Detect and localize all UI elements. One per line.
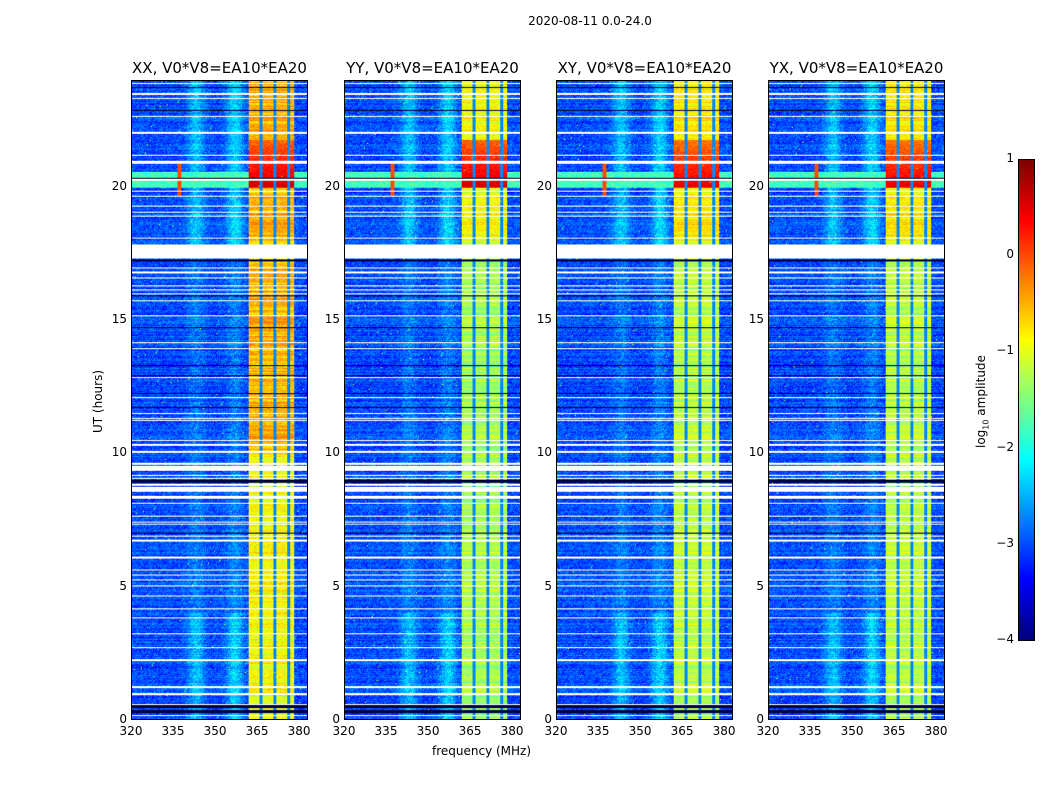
y-tick-label: 10 xyxy=(748,445,764,460)
colorbar-label: log10 amplitude xyxy=(974,355,991,448)
y-tick-label: 5 xyxy=(544,578,552,593)
x-tick-label: 350 xyxy=(203,724,227,738)
y-tick-label: 10 xyxy=(536,445,552,460)
x-tick-label: 335 xyxy=(798,724,822,738)
y-tick-label: 15 xyxy=(324,312,340,326)
colorbar-tick-label: −1 xyxy=(996,343,1014,358)
y-tick-label: 15 xyxy=(748,312,764,326)
x-tick-label: 365 xyxy=(245,724,269,738)
colorbar-tick-label: −2 xyxy=(996,439,1014,454)
x-tick-label: 380 xyxy=(924,724,948,738)
y-axis-label: UT (hours) xyxy=(91,369,105,433)
x-tick-label: 320 xyxy=(544,724,568,738)
x-tick-label: 350 xyxy=(416,724,440,738)
y-tick-label: 20 xyxy=(536,178,552,193)
panel-title-3: YX, V0*V8=EA10*EA20 xyxy=(769,59,944,77)
colorbar-tick-label: −3 xyxy=(996,535,1014,550)
x-tick-label: 320 xyxy=(332,724,356,738)
x-tick-label: 365 xyxy=(882,724,906,738)
x-tick-label: 335 xyxy=(161,724,185,738)
y-tick-label: 20 xyxy=(324,178,340,193)
x-tick-label: 380 xyxy=(500,724,524,738)
panel-title-2: XY, V0*V8=EA10*EA20 xyxy=(557,59,732,77)
y-tick-label: 5 xyxy=(119,578,127,593)
panel-title-1: YY, V0*V8=EA10*EA20 xyxy=(346,59,519,77)
colorbar-tick-label: 0 xyxy=(1006,247,1014,262)
x-tick-label: 380 xyxy=(712,724,736,738)
x-tick-label: 320 xyxy=(119,724,143,738)
y-tick-label: 0 xyxy=(332,712,340,726)
y-tick-label: 15 xyxy=(536,312,552,326)
x-tick-label: 335 xyxy=(586,724,610,738)
x-tick-label: 365 xyxy=(670,724,694,738)
colorbar-tick-label: 1 xyxy=(1006,151,1014,165)
waterfall-panel-3 xyxy=(768,80,945,720)
panel-title-0: XX, V0*V8=EA10*EA20 xyxy=(132,59,307,77)
y-tick-label: 0 xyxy=(119,712,127,726)
x-tick-label: 365 xyxy=(458,724,482,738)
x-tick-label: 320 xyxy=(756,724,780,738)
y-tick-label: 5 xyxy=(756,578,764,593)
x-tick-label: 380 xyxy=(287,724,311,738)
y-tick-label: 0 xyxy=(544,712,552,726)
x-tick-label: 335 xyxy=(374,724,398,738)
waterfall-panel-1 xyxy=(344,80,521,720)
y-tick-label: 20 xyxy=(748,178,764,193)
colorbar-tick-label: −4 xyxy=(996,632,1014,646)
y-tick-label: 15 xyxy=(111,312,127,326)
y-tick-label: 0 xyxy=(756,712,764,726)
x-tick-label: 350 xyxy=(840,724,864,738)
colorbar xyxy=(1018,159,1035,641)
x-axis-label: frequency (MHz) xyxy=(432,744,532,758)
y-tick-label: 20 xyxy=(111,178,127,193)
waterfall-panel-2 xyxy=(556,80,733,720)
y-tick-label: 10 xyxy=(111,445,127,460)
y-tick-label: 10 xyxy=(324,445,340,460)
y-tick-label: 5 xyxy=(332,578,340,593)
waterfall-panel-0 xyxy=(131,80,308,720)
x-tick-label: 350 xyxy=(628,724,652,738)
figure-title: 2020-08-11 0.0-24.0 xyxy=(528,14,652,28)
